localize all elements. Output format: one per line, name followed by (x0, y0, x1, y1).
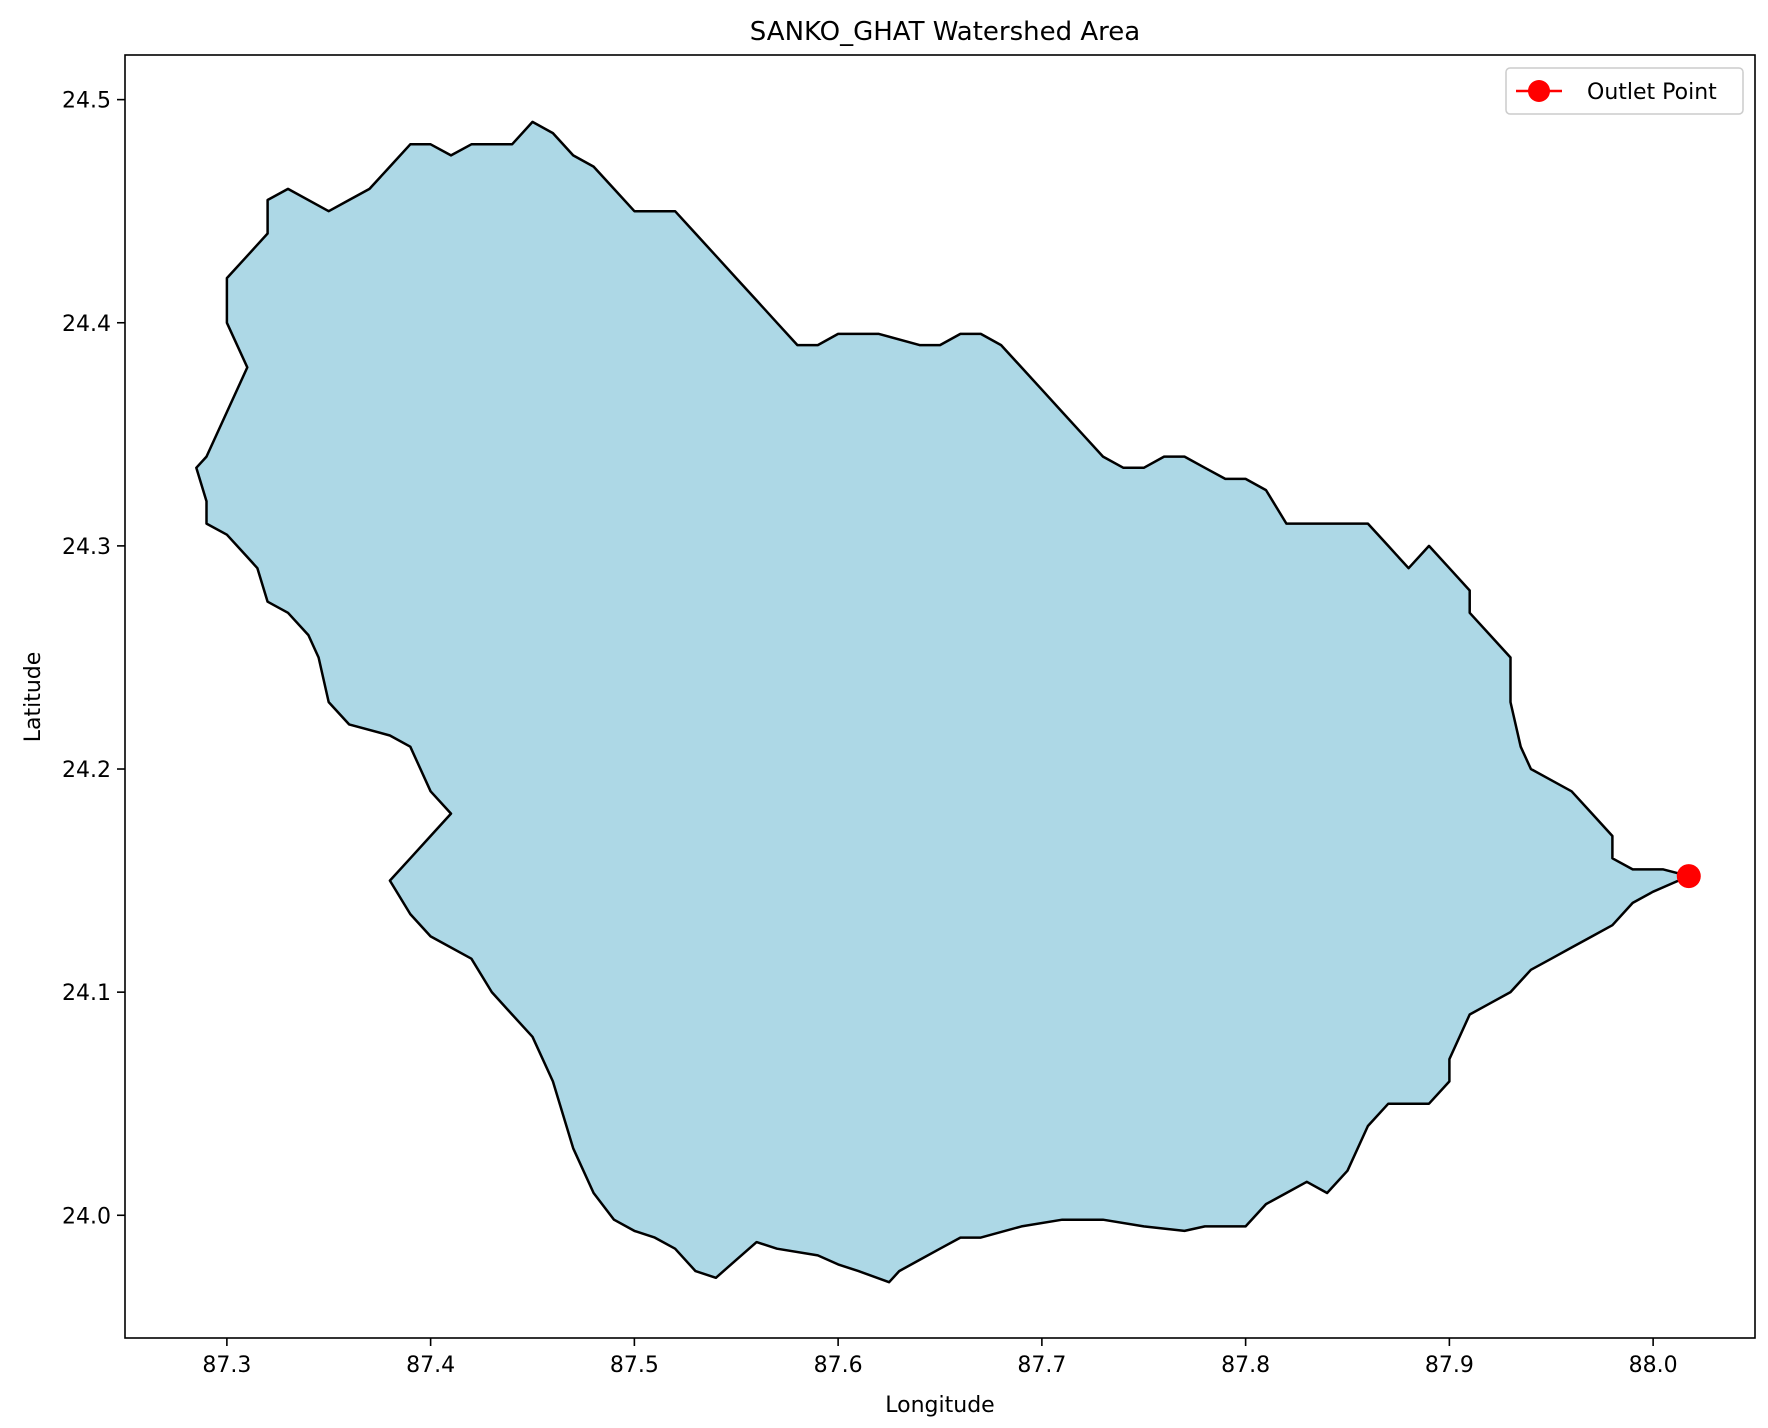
legend-marker (1528, 80, 1550, 102)
y-tick-label: 24.4 (62, 312, 111, 337)
y-tick-label: 24.5 (62, 89, 111, 114)
x-tick-label: 88.0 (1629, 1353, 1678, 1378)
x-tick-label: 87.9 (1425, 1353, 1474, 1378)
x-tick-label: 87.8 (1221, 1353, 1270, 1378)
legend-entry-label: Outlet Point (1587, 80, 1717, 105)
x-axis-ticks: 87.3 87.4 87.5 87.6 87.7 87.8 87.9 88.0 (202, 1338, 1678, 1378)
x-tick-label: 87.5 (610, 1353, 659, 1378)
outlet-point-marker (1676, 864, 1701, 889)
legend-box (1505, 67, 1744, 115)
plot-area (195, 120, 1701, 1284)
y-tick-label: 24.0 (62, 1204, 111, 1229)
axes-frame (124, 54, 1756, 1339)
x-tick-label: 87.6 (814, 1353, 863, 1378)
y-tick-label: 24.2 (62, 758, 111, 783)
x-axis-label: Longitude (885, 1393, 994, 1418)
chart-title: SANKO_GHAT Watershed Area (750, 17, 1140, 47)
x-tick-label: 87.4 (406, 1353, 455, 1378)
x-tick-label: 87.7 (1017, 1353, 1066, 1378)
y-tick-label: 24.3 (62, 535, 111, 560)
y-tick-label: 24.1 (62, 981, 111, 1006)
x-tick-label: 87.3 (202, 1353, 251, 1378)
y-axis-ticks: 24.0 24.1 24.2 24.3 24.4 24.5 (62, 89, 125, 1229)
legend: Outlet Point (1505, 67, 1744, 115)
y-axis-label: Latitude (21, 652, 46, 743)
